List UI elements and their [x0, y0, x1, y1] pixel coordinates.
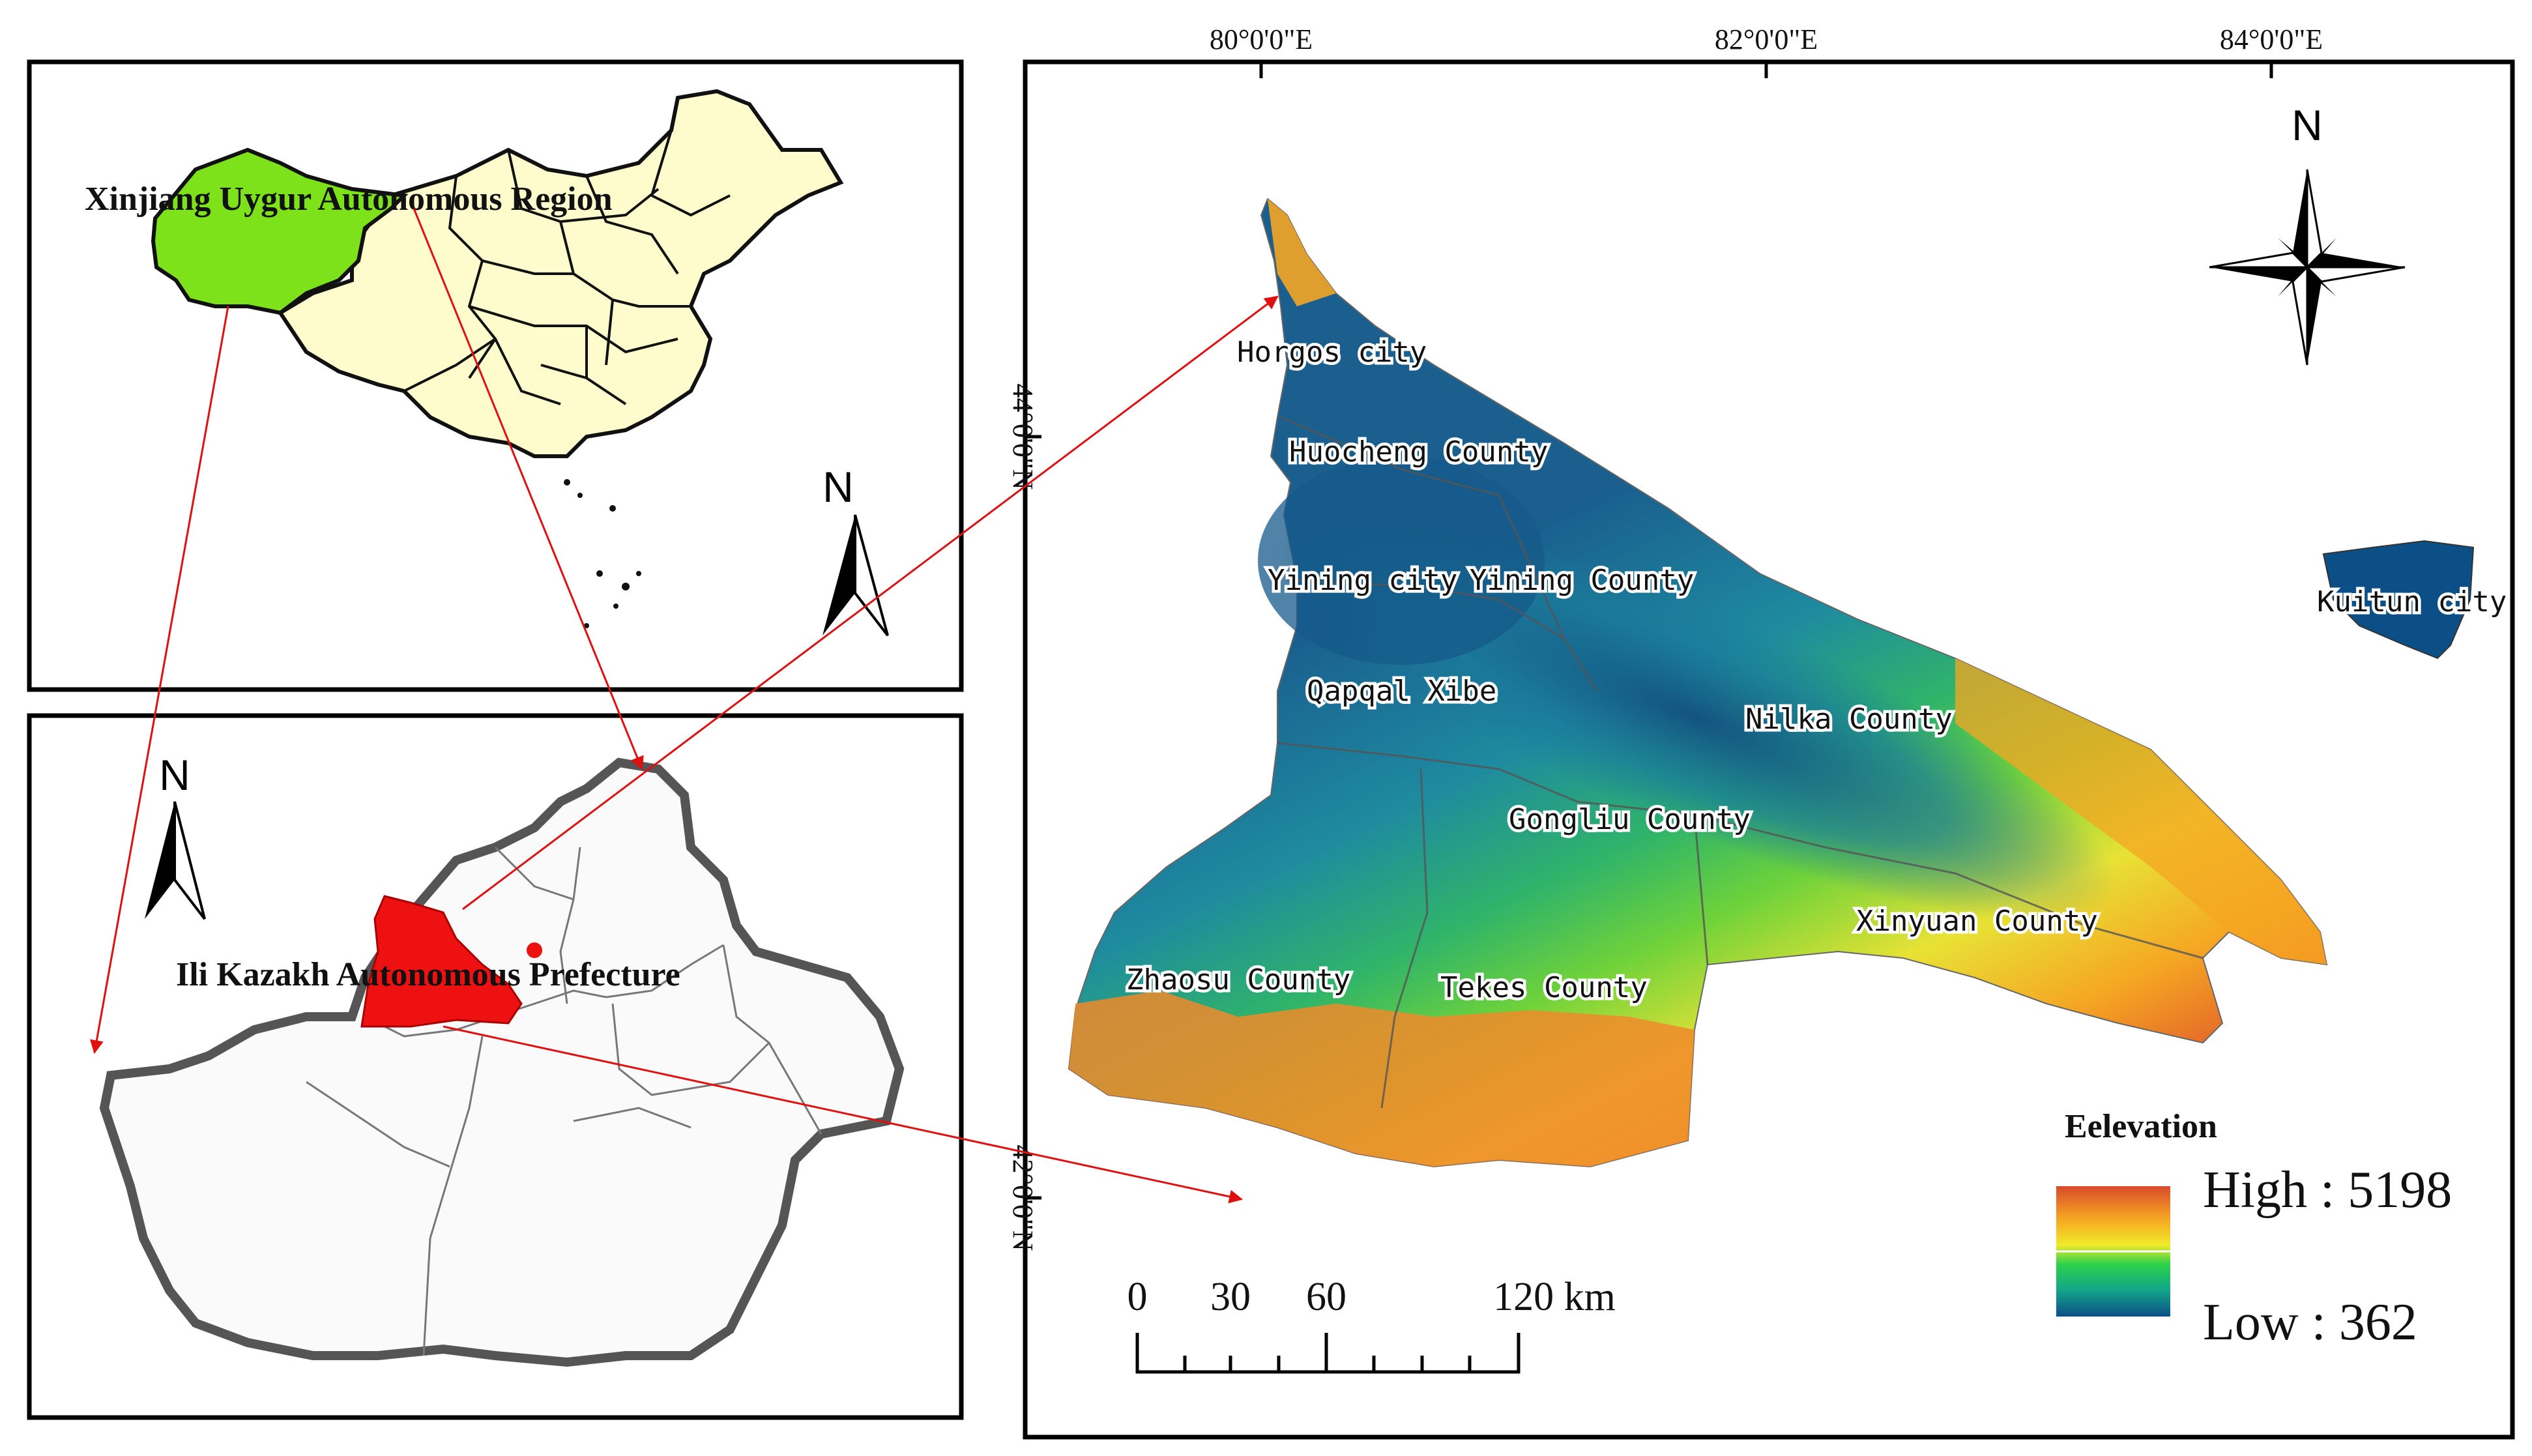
- arrow-china-to-ili: [413, 208, 644, 770]
- scale-0: 0: [1128, 1275, 1148, 1319]
- xinjiang-label: Xinjiang Uygur Autonomous Region: [85, 181, 613, 218]
- xinjiang-north-letter: N: [159, 751, 190, 799]
- china-province-lines: [403, 130, 731, 405]
- ili-label: Ili Kazakh Autonomous Prefecture: [176, 956, 680, 993]
- arrow-ili-to-horgos: [462, 295, 1279, 910]
- scale-60: 60: [1306, 1275, 1346, 1319]
- lon-label-82: 82°0'0"E: [1715, 23, 1818, 55]
- label-nilka: Nilka County: [1745, 703, 1953, 736]
- china-inset-panel: Xinjiang Uygur Autonomous Region N: [27, 59, 964, 692]
- main-map-panel: 80°0'0"E 82°0'0"E 84°0'0"E 44°0'0"N 42°0…: [1007, 23, 2515, 1440]
- label-horgos: Horgos city: [1237, 336, 1427, 369]
- legend-low: Low : 362: [2203, 1294, 2417, 1351]
- county-boundaries: [1277, 416, 2204, 1109]
- label-tekes: Tekes County: [1440, 971, 1648, 1004]
- scale-30: 30: [1210, 1275, 1251, 1319]
- lat-label-44: 44°0'0"N: [1007, 383, 1039, 489]
- label-huocheng: Huocheng County: [1289, 435, 1548, 469]
- label-yining-city: Yining city: [1268, 564, 1457, 597]
- connector-arrows: [89, 208, 1279, 1204]
- compass-diagonals: [2278, 238, 2336, 297]
- xinjiang-prefecture-lines: [306, 846, 822, 1356]
- tianshan-south-high: [1069, 991, 1695, 1167]
- xinjiang-inset-panel: Ili Kazakh Autonomous Prefecture N: [27, 713, 964, 1420]
- scale-bar: 0 30 60 120 km: [1128, 1275, 1616, 1374]
- arrow-ili-to-main-bottom: [443, 1025, 1244, 1204]
- graticule-ticks: [1025, 62, 2273, 1200]
- compass-rose: N: [2209, 101, 2406, 366]
- kuitun-marker: [527, 942, 542, 958]
- label-qapqal: Qapqal Xibe: [1307, 675, 1496, 708]
- south-china-sea-islands: [564, 479, 641, 628]
- lon-label-80: 80°0'0"E: [1210, 23, 1313, 55]
- xinjiang-outline: [99, 757, 905, 1367]
- kuitun-city-shape: [2322, 540, 2475, 660]
- north-arrow-icon: [145, 802, 175, 919]
- compass-north-letter: N: [2292, 101, 2323, 149]
- label-gongliu: Gongliu County: [1509, 803, 1751, 836]
- scale-bar-line: [1135, 1333, 1521, 1374]
- north-arrow-outline: [854, 514, 889, 637]
- arrow-xinjiang-to-outline: [89, 306, 229, 1055]
- label-zhaosu: Zhaosu County: [1126, 963, 1350, 997]
- ili-elevation-terrain: [1068, 197, 2328, 1168]
- china-north-arrow: N: [822, 463, 889, 637]
- ili-prefecture-shape: [360, 895, 523, 1028]
- xinjiang-shape: [151, 147, 409, 315]
- china-north-letter: N: [822, 463, 854, 511]
- north-arrow-outline: [173, 801, 206, 920]
- yining-basin: [1258, 456, 1545, 665]
- legend-title: Eelevation: [2065, 1108, 2217, 1145]
- scale-120: 120 km: [1493, 1275, 1616, 1319]
- northern-ridge-high: [1268, 199, 1336, 306]
- lon-label-84: 84°0'0"E: [2220, 23, 2323, 55]
- legend-high: High : 5198: [2203, 1161, 2452, 1219]
- label-kuitun: Kuitun city: [2317, 585, 2507, 619]
- north-arrow-icon: [822, 515, 855, 635]
- xinjiang-north-arrow: N: [145, 751, 206, 920]
- label-yining-county: Yining County: [1470, 564, 1694, 597]
- elevation-legend: Eelevation High : 5198 Low : 362: [2056, 1108, 2452, 1351]
- lat-label-42: 42°0'0"N: [1007, 1144, 1039, 1251]
- eastern-ridge-high: [1955, 658, 2327, 965]
- label-xinyuan: Xinyuan County: [1856, 905, 2098, 938]
